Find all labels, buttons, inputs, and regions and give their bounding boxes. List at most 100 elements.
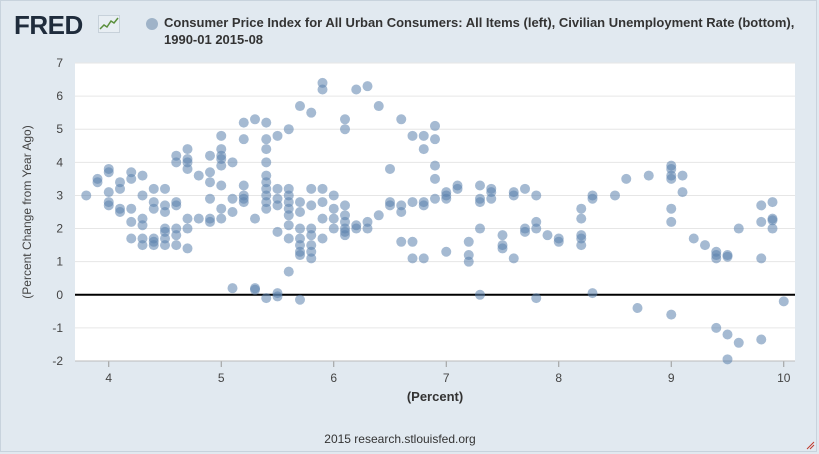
data-point[interactable]: [677, 170, 688, 181]
data-point[interactable]: [385, 163, 395, 174]
data-point[interactable]: [463, 236, 474, 247]
data-point[interactable]: [778, 296, 789, 307]
data-point[interactable]: [688, 233, 699, 244]
data-point[interactable]: [430, 160, 440, 171]
data-point[interactable]: [205, 150, 215, 161]
data-point[interactable]: [340, 114, 350, 125]
data-point[interactable]: [497, 230, 508, 241]
data-point[interactable]: [205, 177, 215, 188]
data-point[interactable]: [666, 309, 677, 320]
data-point[interactable]: [497, 243, 508, 254]
data-point[interactable]: [475, 289, 485, 300]
data-point[interactable]: [756, 334, 767, 345]
data-point[interactable]: [756, 253, 767, 264]
data-point[interactable]: [508, 190, 519, 201]
data-point[interactable]: [576, 240, 587, 251]
data-point[interactable]: [272, 200, 283, 211]
data-point[interactable]: [531, 190, 542, 201]
data-point[interactable]: [317, 213, 328, 224]
data-point[interactable]: [711, 322, 722, 333]
data-point[interactable]: [160, 240, 170, 251]
data-point[interactable]: [396, 207, 407, 217]
data-point[interactable]: [250, 213, 260, 224]
data-point[interactable]: [115, 183, 125, 194]
data-point[interactable]: [306, 200, 317, 211]
data-point[interactable]: [216, 130, 227, 141]
data-point[interactable]: [227, 157, 238, 168]
data-point[interactable]: [317, 197, 328, 208]
data-point[interactable]: [317, 183, 328, 194]
data-point[interactable]: [700, 240, 710, 251]
data-point[interactable]: [722, 329, 733, 340]
data-point[interactable]: [373, 210, 384, 221]
data-point[interactable]: [767, 215, 778, 226]
data-point[interactable]: [126, 216, 137, 227]
data-point[interactable]: [283, 233, 294, 244]
data-point[interactable]: [418, 130, 429, 141]
data-point[interactable]: [430, 134, 440, 145]
data-point[interactable]: [205, 216, 215, 227]
data-point[interactable]: [711, 253, 722, 264]
data-point[interactable]: [103, 167, 114, 178]
data-point[interactable]: [261, 144, 272, 155]
data-point[interactable]: [430, 173, 440, 184]
data-point[interactable]: [227, 193, 238, 204]
data-point[interactable]: [137, 190, 148, 201]
fred-logo[interactable]: FRED: [14, 10, 83, 40]
data-point[interactable]: [115, 207, 125, 217]
data-point[interactable]: [632, 303, 643, 314]
data-point[interactable]: [148, 183, 159, 194]
data-point[interactable]: [666, 216, 677, 227]
data-point[interactable]: [216, 203, 227, 214]
data-point[interactable]: [542, 230, 553, 241]
data-point[interactable]: [441, 193, 452, 204]
data-point[interactable]: [238, 117, 249, 128]
data-point[interactable]: [216, 180, 227, 191]
data-point[interactable]: [126, 233, 137, 244]
data-point[interactable]: [373, 101, 384, 112]
data-point[interactable]: [475, 197, 485, 208]
legend-series-label[interactable]: Consumer Price Index for All Urban Consu…: [164, 15, 795, 47]
data-point[interactable]: [160, 207, 170, 217]
data-point[interactable]: [463, 256, 474, 267]
data-point[interactable]: [306, 253, 317, 264]
data-point[interactable]: [295, 223, 305, 234]
data-point[interactable]: [385, 200, 395, 211]
data-point[interactable]: [340, 200, 350, 211]
data-point[interactable]: [205, 193, 215, 204]
data-point[interactable]: [317, 233, 328, 244]
data-point[interactable]: [295, 250, 305, 261]
data-point[interactable]: [272, 130, 283, 141]
data-point[interactable]: [441, 246, 452, 257]
data-point[interactable]: [250, 114, 260, 125]
data-point[interactable]: [283, 266, 294, 277]
data-point[interactable]: [418, 200, 429, 211]
data-point[interactable]: [261, 134, 272, 145]
data-point[interactable]: [148, 240, 159, 251]
data-point[interactable]: [126, 173, 137, 184]
data-point[interactable]: [283, 124, 294, 135]
data-point[interactable]: [227, 207, 238, 217]
data-point[interactable]: [182, 223, 193, 234]
data-point[interactable]: [103, 187, 114, 198]
data-point[interactable]: [407, 197, 418, 208]
data-point[interactable]: [272, 226, 283, 237]
data-point[interactable]: [576, 213, 587, 224]
data-point[interactable]: [272, 291, 283, 302]
data-point[interactable]: [531, 223, 542, 234]
data-point[interactable]: [238, 197, 249, 208]
data-point[interactable]: [182, 213, 193, 224]
data-point[interactable]: [733, 337, 744, 348]
data-point[interactable]: [666, 173, 677, 184]
data-point[interactable]: [250, 284, 260, 295]
data-point[interactable]: [306, 230, 317, 241]
data-point[interactable]: [328, 203, 339, 214]
data-point[interactable]: [182, 243, 193, 254]
data-point[interactable]: [205, 167, 215, 178]
data-point[interactable]: [756, 216, 767, 227]
data-point[interactable]: [216, 160, 227, 171]
data-point[interactable]: [92, 173, 103, 184]
data-point[interactable]: [261, 157, 272, 168]
data-point[interactable]: [283, 210, 294, 221]
data-point[interactable]: [272, 183, 283, 194]
